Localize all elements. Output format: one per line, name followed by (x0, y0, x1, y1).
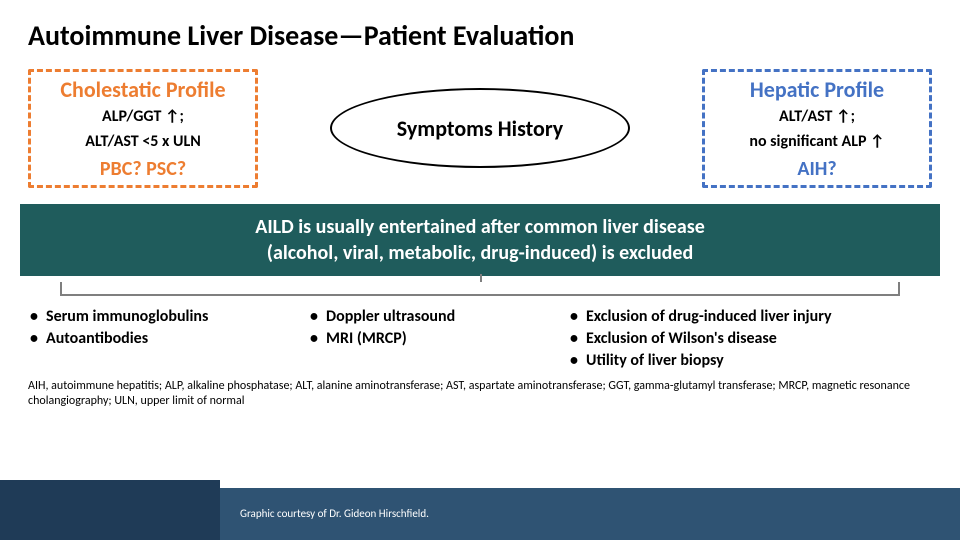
col-serology: Serum immunoglobulins Autoantibodies (28, 306, 288, 373)
hepatic-title: Hepatic Profile (713, 76, 921, 103)
hepatic-line2: no significant ALP ↑ (713, 132, 921, 153)
bracket-stem (480, 274, 482, 282)
cholestatic-title: Cholestatic Profile (39, 76, 247, 103)
list-item: Autoantibodies (28, 328, 288, 350)
symptoms-text: Symptoms History (397, 115, 563, 142)
profile-row: Cholestatic Profile ALP/GGT ↑; ALT/AST <… (0, 53, 960, 196)
list-item: Utility of liver biopsy (568, 350, 932, 372)
footer-box (0, 480, 220, 540)
bracket (60, 276, 900, 302)
columns-row: Serum immunoglobulins Autoantibodies Dop… (0, 302, 960, 373)
list-item: Exclusion of Wilson's disease (568, 328, 932, 350)
cholestatic-line1: ALP/GGT ↑; (39, 107, 247, 128)
list-item: Serum immunoglobulins (28, 306, 288, 328)
list-item: MRI (MRCP) (308, 328, 548, 350)
cholestatic-question: PBC? PSC? (39, 157, 247, 181)
hepatic-question: AIH? (713, 157, 921, 181)
col-imaging: Doppler ultrasound MRI (MRCP) (308, 306, 548, 373)
slide-title: Autoimmune Liver Disease—Patient Evaluat… (0, 0, 960, 53)
list-item: Exclusion of drug-induced liver injury (568, 306, 932, 328)
aild-banner: AILD is usually entertained after common… (20, 204, 940, 276)
col-exclusion: Exclusion of drug-induced liver injury E… (568, 306, 932, 373)
cholestatic-line2: ALT/AST <5 x ULN (39, 132, 247, 153)
bracket-line (60, 282, 900, 296)
abbreviations-footnote: AIH, autoimmune hepatitis; ALP, alkaline… (0, 373, 960, 410)
hepatic-box: Hepatic Profile ALT/AST ↑; no significan… (702, 69, 932, 188)
banner-line1: AILD is usually entertained after common… (40, 214, 920, 240)
list-item: Doppler ultrasound (308, 306, 548, 328)
cholestatic-box: Cholestatic Profile ALP/GGT ↑; ALT/AST <… (28, 69, 258, 188)
graphic-credit: Graphic courtesy of Dr. Gideon Hirschfie… (240, 507, 429, 520)
hepatic-line1: ALT/AST ↑; (713, 107, 921, 128)
banner-line2: (alcohol, viral, metabolic, drug-induced… (40, 240, 920, 266)
symptoms-oval: Symptoms History (330, 88, 630, 168)
